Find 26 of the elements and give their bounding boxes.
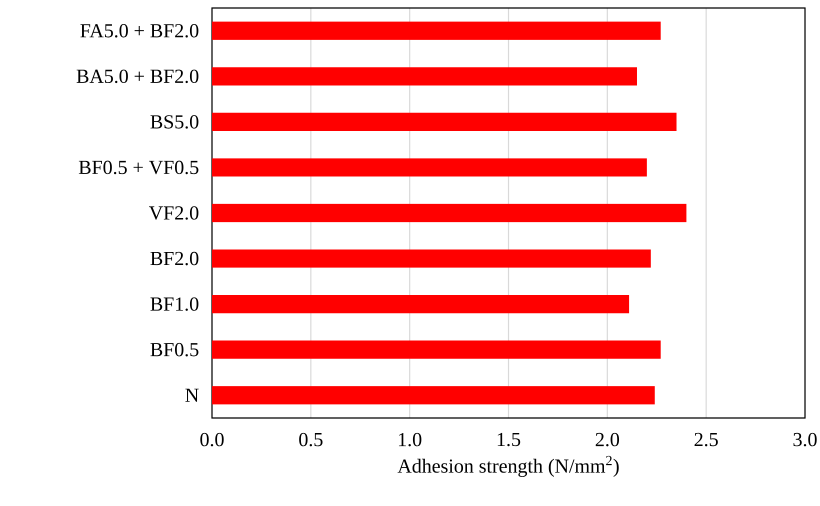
x-tick-label: 0.0	[200, 432, 224, 446]
y-tick-label: BA5.0 + BF2.0	[76, 70, 198, 84]
x-tick-label: 2.5	[694, 432, 718, 446]
bar	[212, 295, 630, 314]
y-tick-label: BF2.0	[150, 252, 198, 266]
bar	[212, 112, 677, 132]
bar	[212, 204, 686, 222]
bar	[212, 340, 661, 359]
bar	[212, 22, 661, 40]
x-tick-label: 1.0	[398, 432, 422, 446]
bar	[212, 67, 637, 86]
y-tick-label: BF1.0	[150, 297, 198, 311]
y-tick-label: FA5.0 + BF2.0	[80, 24, 198, 38]
y-tick-label: N	[185, 388, 199, 402]
y-tick-label: BF0.5	[150, 342, 198, 356]
x-axis-title: Adhesion strength (N/mm$^{2}$)	[398, 456, 619, 477]
y-tick-label: BF0.5 + VF0.5	[78, 160, 198, 174]
x-tick-label: 2.0	[596, 432, 620, 446]
y-tick-label: VF2.0	[149, 206, 198, 220]
bar	[212, 386, 655, 404]
x-tick-label: 3.0	[794, 432, 817, 446]
bar	[212, 249, 651, 268]
y-tick-label: BS5.0	[150, 115, 198, 129]
x-tick-label: 1.5	[498, 432, 520, 446]
bar	[212, 158, 647, 177]
x-tick-label: 0.5	[299, 432, 323, 446]
